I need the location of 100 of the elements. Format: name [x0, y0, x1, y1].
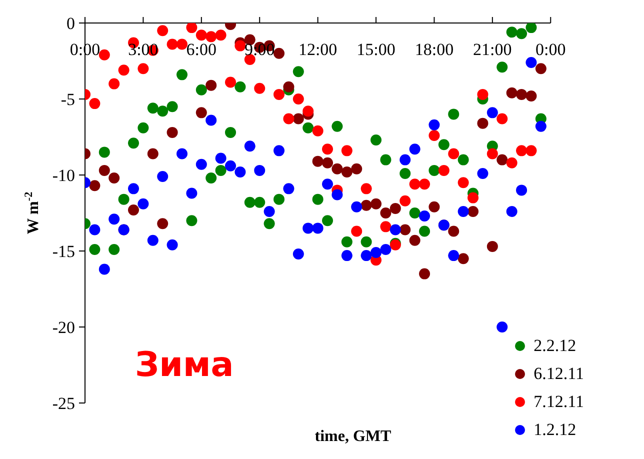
point [98, 164, 110, 176]
point [419, 268, 430, 280]
point [108, 214, 120, 225]
point [428, 164, 440, 176]
point [400, 195, 411, 206]
point [128, 204, 140, 216]
point [302, 222, 314, 234]
y-tick-label: -5 [60, 90, 75, 109]
point [496, 113, 508, 124]
point [448, 250, 460, 262]
point [351, 201, 362, 212]
point [176, 69, 188, 80]
point [370, 247, 382, 258]
point [234, 166, 246, 178]
point [98, 49, 110, 60]
legend-label: 2.2.12 [534, 335, 576, 357]
point [458, 253, 469, 264]
point [458, 206, 469, 217]
point [438, 139, 450, 150]
point [332, 189, 343, 200]
point [186, 215, 198, 226]
point [166, 101, 178, 112]
point [496, 62, 508, 73]
point [486, 148, 498, 160]
point [206, 114, 217, 126]
x-axis-title: time, GMT [314, 428, 392, 445]
legend-label: 6.12.11 [534, 363, 584, 385]
point [274, 194, 285, 205]
point [274, 88, 285, 100]
point [535, 63, 546, 74]
point [448, 148, 460, 160]
point [215, 152, 226, 164]
point [468, 192, 479, 204]
point [157, 171, 168, 182]
point [206, 80, 217, 91]
point [390, 224, 401, 236]
point [526, 57, 537, 68]
point [428, 119, 440, 130]
point [138, 122, 149, 134]
point [526, 90, 537, 102]
point [128, 183, 140, 194]
point [283, 183, 294, 194]
point [322, 178, 334, 190]
point [264, 206, 275, 217]
point [196, 84, 207, 96]
point [380, 154, 392, 166]
point [254, 82, 266, 94]
point [496, 322, 508, 332]
point [341, 250, 352, 262]
point [157, 25, 168, 36]
point [477, 118, 488, 129]
x-tick-label: 6:00 [186, 40, 217, 59]
point [108, 244, 120, 255]
point [428, 201, 440, 212]
y-tick-label: 0 [66, 14, 75, 33]
point [322, 157, 334, 168]
point [516, 145, 528, 156]
point [419, 226, 430, 237]
point [486, 107, 498, 118]
point [254, 196, 266, 208]
point [400, 224, 411, 236]
point [118, 194, 130, 205]
annotation: Зима [135, 345, 234, 385]
point [138, 63, 149, 74]
point [89, 244, 100, 255]
point [390, 202, 401, 214]
point [322, 215, 334, 226]
point [147, 234, 158, 246]
point [302, 106, 314, 117]
point [196, 158, 207, 170]
point [292, 248, 304, 260]
point [341, 145, 352, 156]
point [458, 177, 469, 188]
point [400, 168, 411, 179]
point [438, 164, 450, 176]
point [166, 239, 178, 250]
point [176, 148, 188, 160]
point [89, 224, 100, 236]
x-tick-label: 12:00 [298, 40, 338, 59]
point [409, 178, 420, 190]
point [234, 40, 246, 52]
point [292, 94, 304, 104]
y-tick-label: -20 [52, 318, 75, 337]
point [108, 78, 120, 90]
point [516, 184, 528, 196]
point [89, 98, 100, 110]
point [244, 140, 256, 152]
point [292, 66, 304, 78]
point [400, 154, 411, 166]
point [506, 157, 518, 168]
point [225, 126, 236, 138]
point [206, 172, 217, 184]
point [147, 148, 158, 160]
point [234, 81, 246, 92]
point [351, 226, 362, 237]
x-tick-label: 18:00 [414, 40, 454, 59]
point [506, 206, 518, 217]
point [166, 38, 178, 50]
point [332, 120, 343, 132]
point [448, 108, 460, 120]
